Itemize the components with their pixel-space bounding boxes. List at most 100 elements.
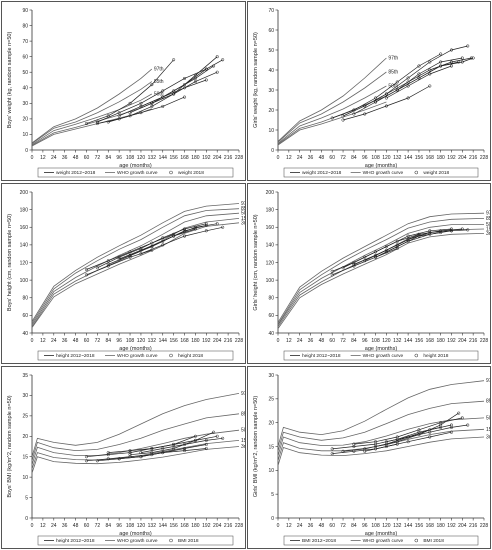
legend-marker: [169, 170, 173, 175]
x-tick-label: 192: [447, 523, 456, 529]
sample-point: [352, 260, 356, 265]
sample-point: [374, 253, 378, 257]
x-tick-label: 120: [137, 155, 146, 161]
sample-point: [204, 438, 208, 442]
x-tick-label: 216: [469, 155, 478, 161]
legend-entry: BMI 2018: [178, 538, 199, 544]
x-tick-label: 24: [297, 523, 303, 529]
sample-trajectory: [386, 229, 468, 253]
sample-point: [466, 423, 470, 427]
y-tick-label: 5: [271, 492, 274, 498]
sample-point: [406, 440, 410, 444]
chart-svg: 0 12 24 36 48 60 72 84 96 108 120 132 144 156 168 180 19…: [7, 373, 245, 546]
sample-point: [449, 430, 454, 434]
x-tick-label: 84: [351, 338, 357, 344]
y-tick-label: 30: [268, 373, 274, 379]
percentile-label: 15th: [241, 216, 245, 222]
x-tick-label: 144: [159, 338, 168, 344]
sample-trajectory: [97, 223, 207, 269]
y-axis-label: Boys' weight (kg, random sample n=50): [7, 32, 13, 129]
x-tick-label: 156: [169, 523, 178, 529]
legend-entry: height 2012~2018: [56, 353, 95, 359]
x-tick-label: 180: [436, 523, 445, 529]
x-tick-label: 144: [404, 155, 413, 161]
x-tick-label: 192: [447, 155, 456, 161]
x-tick-label: 180: [191, 523, 200, 529]
x-tick-label: 132: [393, 338, 402, 344]
x-tick-label: 60: [329, 523, 335, 529]
sample-point: [374, 100, 378, 104]
sample-point: [374, 255, 378, 259]
sample-trajectory: [364, 57, 472, 107]
chart-panel-1: 0 12 24 36 48 60 72 84 96 108 120 132 144 156 168 180 19…: [1, 1, 246, 181]
x-tick-label: 216: [469, 523, 478, 529]
sample-point: [161, 446, 165, 451]
x-tick-label: 12: [40, 523, 46, 529]
sample-point: [330, 447, 334, 451]
x-tick-label: 144: [404, 523, 413, 529]
x-axis-label: age (months): [119, 163, 152, 169]
x-tick-label: 108: [126, 523, 135, 529]
sample-point: [460, 416, 464, 420]
sample-point: [449, 229, 454, 233]
sample-point: [221, 436, 225, 440]
sample-point: [161, 95, 165, 99]
sample-point: [384, 248, 388, 252]
axis-lines: [31, 192, 239, 334]
x-tick-label: 168: [180, 155, 189, 161]
sample-point: [221, 225, 225, 229]
x-tick-label: 12: [40, 155, 46, 161]
x-tick-label: 12: [286, 338, 292, 344]
legend-box: [283, 535, 479, 546]
percentile-label: 85th: [486, 399, 490, 405]
sample-point: [128, 453, 132, 457]
x-tick-label: 72: [95, 523, 101, 529]
sample-point: [84, 268, 89, 272]
sample-point: [150, 104, 154, 108]
x-tick-label: 120: [382, 338, 391, 344]
sample-point: [204, 229, 208, 233]
sample-trajectory: [342, 228, 452, 269]
sample-point: [117, 117, 121, 121]
sample-point: [439, 52, 443, 56]
sample-point: [330, 273, 334, 277]
x-tick-label: 132: [393, 523, 402, 529]
sample-point: [352, 112, 356, 116]
sample-point: [106, 457, 110, 461]
y-tick-label: 20: [22, 434, 28, 440]
legend-entry: WHO growth curve: [117, 170, 158, 176]
y-tick-label: 160: [20, 225, 29, 231]
y-axis-label: Girls' BMI (kg/m^2, random sample n=50): [253, 396, 259, 497]
legend-box: [283, 350, 479, 361]
percentile-label: 97th: [486, 211, 490, 217]
sample-point: [150, 451, 154, 455]
sample-trajectory: [353, 417, 463, 445]
sample-point: [212, 430, 216, 434]
chart-svg: 0 12 24 36 48 60 72 84 96 108 120 132 144 156 168 180 19…: [253, 8, 488, 178]
sample-point: [84, 122, 89, 126]
sample-point: [215, 222, 219, 226]
x-tick-label: 132: [148, 155, 157, 161]
x-axis-label: age (months): [119, 531, 152, 537]
y-tick-label: 70: [268, 8, 274, 14]
y-tick-label: 120: [20, 260, 29, 266]
x-tick-label: 48: [319, 523, 325, 529]
y-tick-label: 40: [22, 86, 28, 92]
sample-point: [215, 70, 219, 74]
sample-point: [172, 446, 176, 451]
axis-lines: [277, 375, 484, 519]
sample-point: [117, 111, 121, 115]
who-curve-85th: [277, 71, 387, 143]
chart-svg: 0 12 24 36 48 60 72 84 96 108 120 132 144 156 168 180 19…: [253, 190, 490, 361]
who-curve-97th: [277, 212, 485, 323]
sample-point: [84, 455, 89, 459]
sample-point: [161, 104, 165, 108]
sample-point: [215, 434, 219, 438]
legend-entry: WHO growth curve: [117, 353, 158, 359]
sample-trajectory: [129, 228, 196, 256]
x-tick-label: 60: [84, 523, 90, 529]
x-tick-label: 168: [426, 155, 435, 161]
sample-trajectory: [86, 435, 196, 458]
sample-point: [330, 116, 334, 120]
x-tick-label: 156: [169, 155, 178, 161]
